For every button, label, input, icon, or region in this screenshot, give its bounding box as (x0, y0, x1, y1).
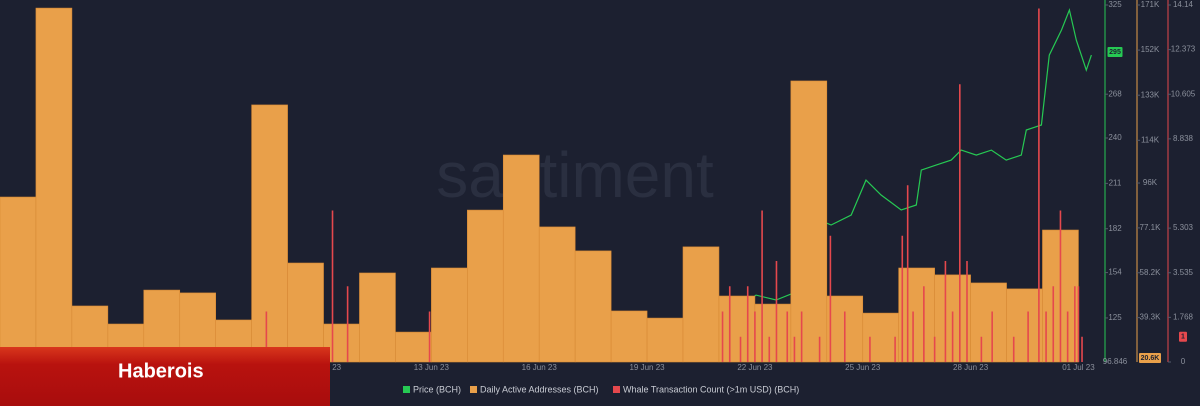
value-badge (1107, 46, 1123, 57)
y-tick-label: 5.303 (1173, 223, 1194, 232)
bar (574, 250, 612, 363)
value-badge-label: 1 (1181, 334, 1185, 341)
value-badge-label: 20.6K (1141, 355, 1160, 362)
y-tick-label: 325 (1108, 0, 1122, 9)
bar (431, 267, 468, 363)
bar (610, 310, 648, 363)
y-tick-label: 12.373 (1171, 45, 1196, 54)
y-tick-label: 125 (1108, 313, 1122, 322)
bar (467, 209, 504, 363)
legend-swatch (613, 386, 620, 393)
y-tick-label: 182 (1108, 224, 1122, 233)
y-tick-label: 96.846 (1103, 357, 1128, 366)
bar (862, 312, 899, 363)
bar (1006, 288, 1043, 363)
y-tick-label: 268 (1108, 89, 1122, 98)
legend-label[interactable]: Price (BCH) (413, 384, 461, 394)
y-tick-label: 14.14 (1173, 0, 1194, 9)
watermark: santiment (436, 139, 714, 211)
bar (287, 262, 324, 363)
x-tick-label: 28 Jun 23 (953, 363, 989, 372)
x-tick-label: 01 Jul 23 (1062, 363, 1095, 372)
bar (970, 282, 1007, 363)
y-tick-label: 10.605 (1171, 89, 1196, 98)
bar (646, 317, 684, 363)
y-tick-label: 96K (1143, 178, 1158, 187)
y-tick-label: 211 (1109, 178, 1122, 187)
legend: Price (BCH) Daily Active Addresses (BCH) W… (403, 384, 799, 394)
y-tick-label: 114K (1141, 135, 1160, 144)
x-tick-label: 16 Jun 23 (522, 363, 558, 372)
bar (754, 303, 792, 363)
bar (359, 272, 396, 363)
y-tick-label: 133K (1141, 90, 1160, 99)
value-badge (1139, 353, 1161, 363)
y-tick-label: 3.535 (1173, 268, 1194, 277)
legend-swatch (470, 386, 477, 393)
value-badge (1179, 331, 1187, 342)
y-tick-label: 240 (1108, 133, 1122, 142)
bar (395, 331, 432, 363)
y-tick-label: 0 (1181, 357, 1186, 366)
bar (682, 246, 720, 363)
bar (790, 80, 828, 363)
overlay-box (0, 347, 330, 406)
y-tick-label: 171K (1141, 0, 1160, 9)
legend-label[interactable]: Whale Transaction Count (>1m USD) (BCH) (623, 384, 799, 394)
bar (251, 104, 288, 363)
y-tick-label: 1.768 (1173, 312, 1194, 321)
overlay-text: Haberois (118, 360, 204, 382)
x-tick-label: 13 Jun 23 (414, 363, 450, 372)
y-tick-label: 154 (1108, 268, 1122, 277)
y-tick-label: 152K (1141, 45, 1160, 54)
bar (35, 7, 73, 363)
bar (538, 226, 576, 363)
bar (898, 267, 935, 363)
y-tick-label: 39.3K (1140, 313, 1162, 322)
x-tick-label: 22 Jun 23 (737, 363, 773, 372)
bar (502, 154, 540, 363)
y-tick-label: 58.2K (1140, 268, 1162, 277)
y-tick-label: 77.1K (1140, 223, 1162, 232)
x-tick-label: 25 Jun 23 (845, 363, 881, 372)
y-tick-label: 8.838 (1173, 134, 1194, 143)
x-tick-label: 19 Jun 23 (629, 363, 665, 372)
legend-swatch (403, 386, 410, 393)
legend-label[interactable]: Daily Active Addresses (BCH) (480, 384, 599, 394)
value-badge-label: 295 (1109, 49, 1121, 56)
bar (718, 295, 756, 363)
bar (0, 196, 37, 363)
